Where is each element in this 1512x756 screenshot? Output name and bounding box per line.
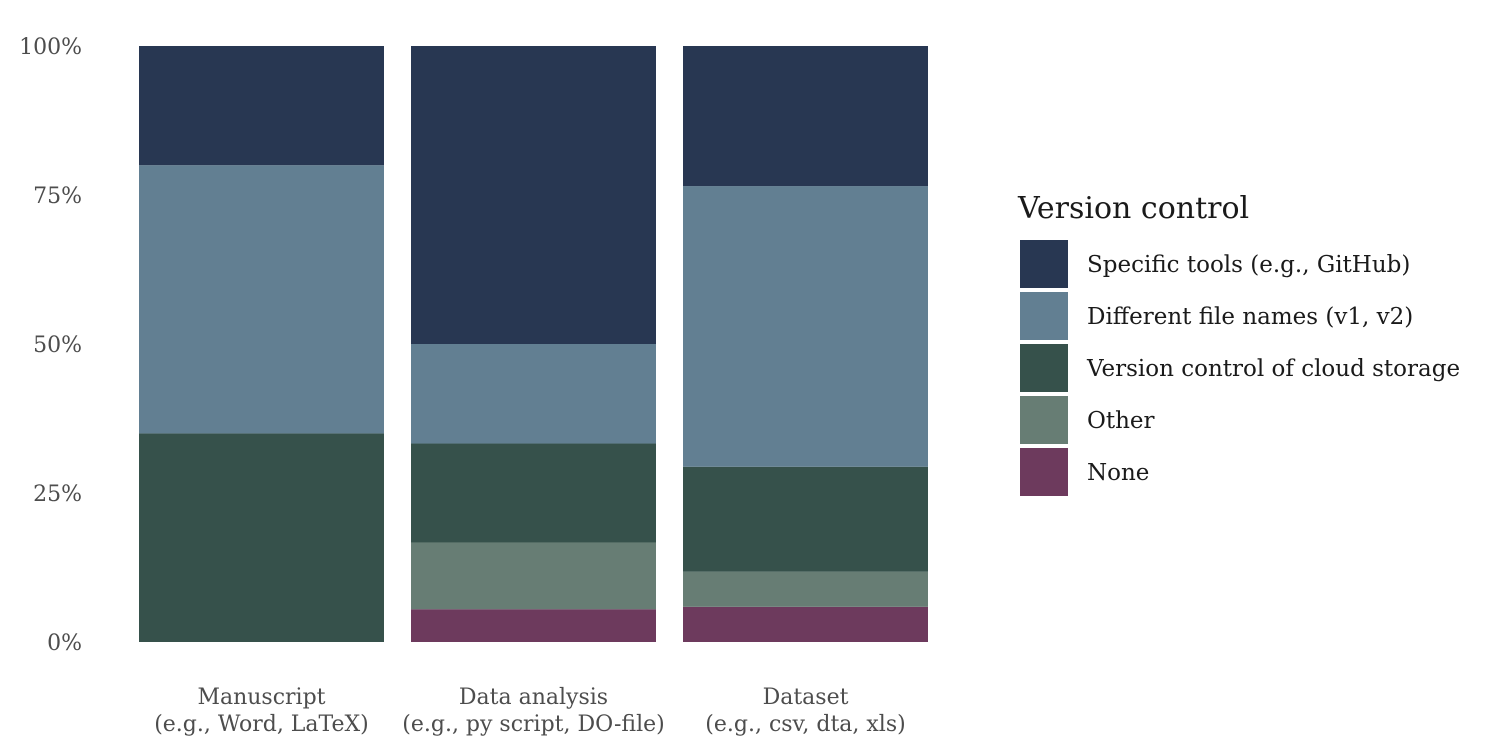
x-category-label: (e.g., Word, LaTeX) [154,712,369,737]
bar-segment [683,571,928,607]
legend-label: Other [1087,408,1155,434]
y-tick-label: 50% [33,333,82,358]
bar-segment [411,443,656,543]
bar-segment [139,46,384,166]
bar-segment [139,165,384,434]
legend-title: Version control [1017,191,1249,226]
bar-segment [683,186,928,467]
legend-swatch [1020,240,1068,288]
bar-segment [683,466,928,572]
legend-label: None [1087,460,1149,486]
y-tick-label: 100% [19,35,82,60]
legend-items: Specific tools (e.g., GitHub) Different f… [1020,240,1460,496]
bar-segment [411,609,656,642]
bars [139,46,928,642]
y-tick-label: 25% [33,482,82,507]
legend-label: Version control of cloud storage [1086,356,1460,382]
bar-segment [411,542,656,610]
legend-label: Specific tools (e.g., GitHub) [1087,252,1410,278]
legend-swatch [1020,344,1068,392]
y-tick-label: 0% [47,631,82,656]
legend-label: Different file names (v1, v2) [1087,304,1413,330]
bar-segment [683,606,928,642]
bar-segment [411,46,656,344]
bar-segment [683,46,928,187]
y-axis: 0% 25% 50% 75% 100% [19,35,82,656]
y-tick-label: 75% [33,184,82,209]
bar-segment [411,344,656,444]
x-category-label: (e.g., csv, dta, xls) [705,712,905,737]
legend-swatch [1020,292,1068,340]
x-category-label: (e.g., py script, DO-file) [402,712,664,737]
legend-swatch [1020,448,1068,496]
x-axis: Manuscript(e.g., Word, LaTeX) Data analys… [154,685,906,737]
x-category-label: Data analysis [459,685,608,710]
legend-swatch [1020,396,1068,444]
legend: Version control Specific tools (e.g., Gi… [1017,191,1460,496]
x-category-label: Manuscript [197,685,325,710]
x-category-label: Dataset [763,685,849,710]
bar-segment [139,433,384,642]
